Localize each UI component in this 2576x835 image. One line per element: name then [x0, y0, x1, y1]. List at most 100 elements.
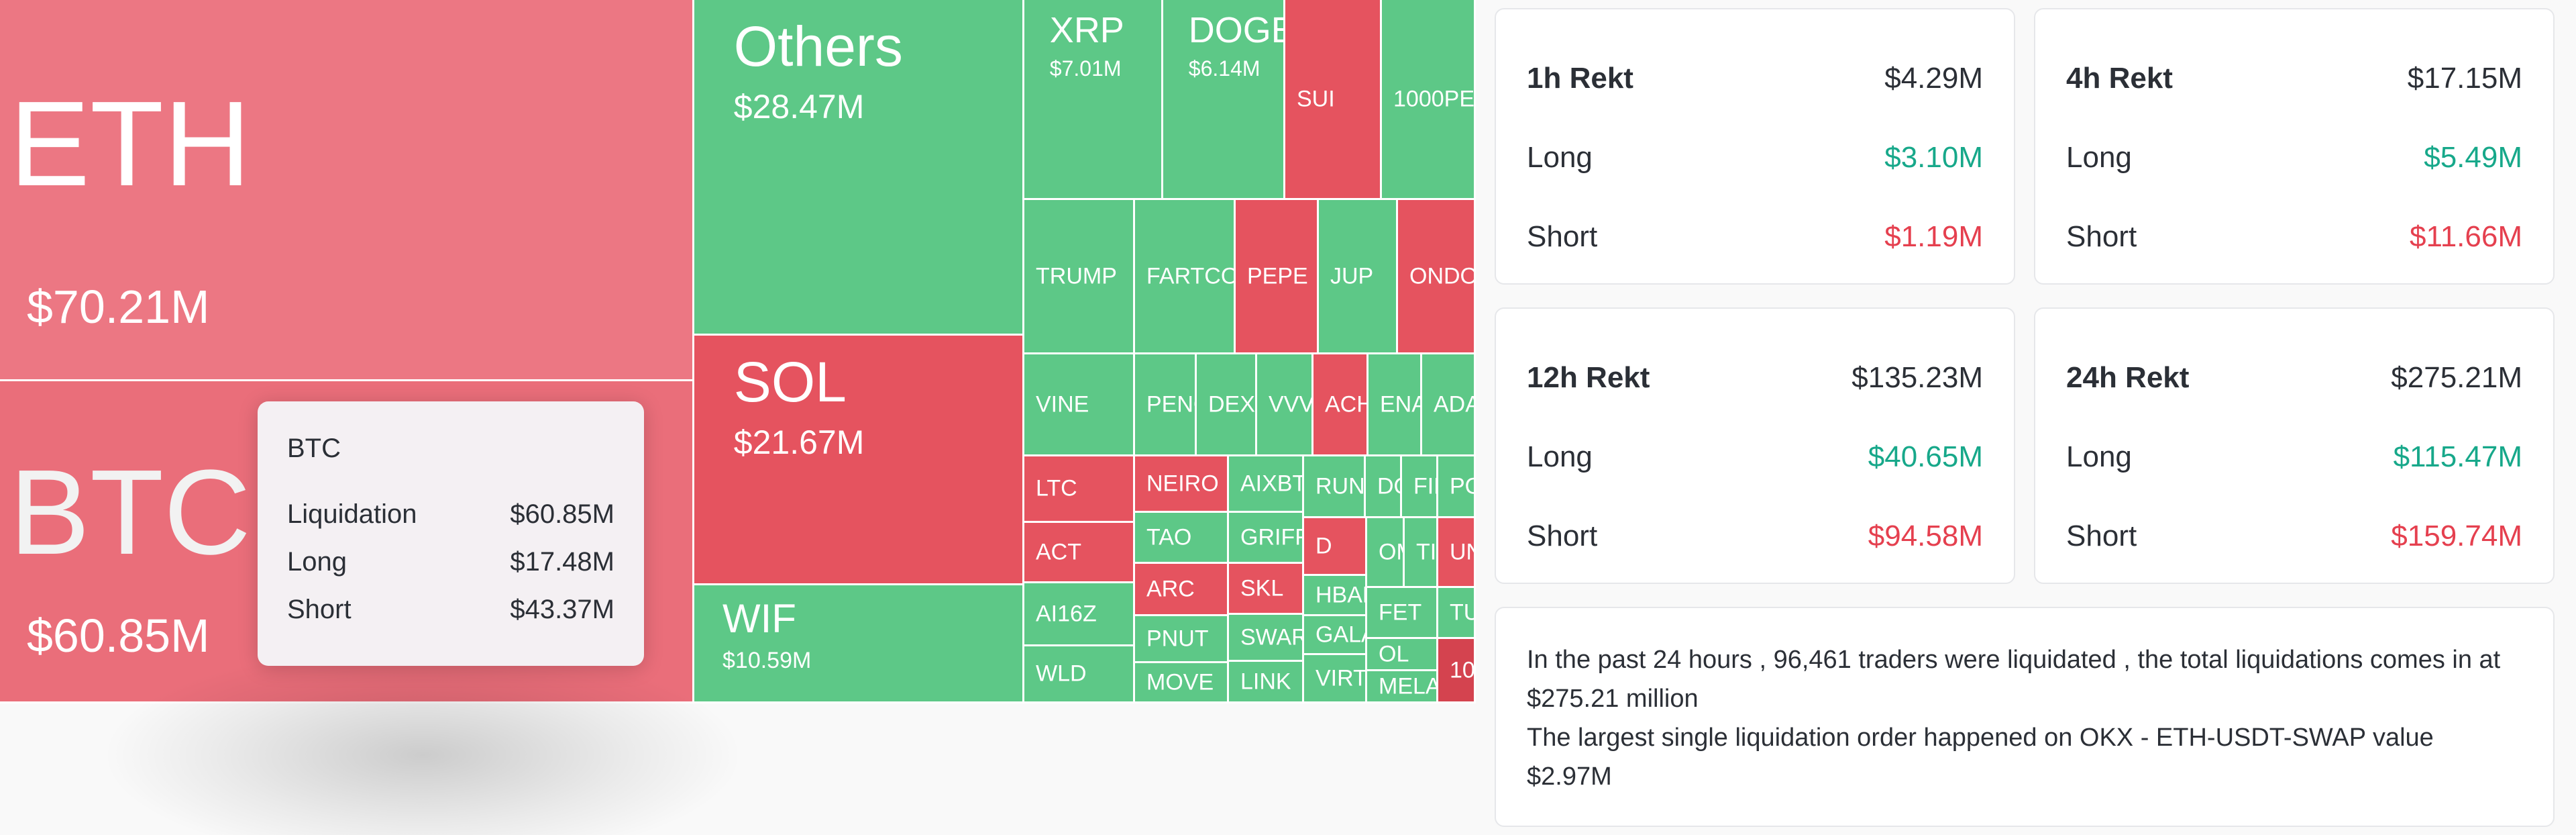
tile-symbol: ADA — [1434, 391, 1476, 417]
long-value: $115.47M — [2393, 440, 2522, 473]
tile-value: $70.21M — [27, 280, 210, 333]
treemap-tile-fartcoin[interactable]: FARTCOIN — [1135, 200, 1236, 354]
treemap-tile-link[interactable]: LINK — [1229, 662, 1304, 703]
tile-value: $7.01M — [1049, 56, 1122, 81]
treemap-tile-d[interactable]: D — [1304, 518, 1367, 576]
tooltip-row-long: Long $17.48M — [287, 538, 614, 586]
treemap-tile-pnut[interactable]: PNUT — [1135, 616, 1229, 663]
treemap-tile-tao[interactable]: TAO — [1135, 513, 1229, 564]
treemap-tile-trump[interactable]: TRUMP — [1024, 200, 1135, 354]
treemap-tile-tia[interactable]: TIA — [1405, 518, 1438, 588]
card-total: $17.15M — [2407, 62, 2522, 95]
treemap-tile-uni[interactable]: UNI — [1438, 518, 1476, 588]
tile-symbol: JUP — [1330, 263, 1374, 289]
treemap-tile-virtual[interactable]: VIRTUAL — [1304, 655, 1367, 703]
tile-symbol: BTC — [9, 444, 251, 580]
tile-symbol: ENA — [1380, 391, 1422, 417]
treemap-tile-ada[interactable]: ADA — [1422, 354, 1476, 456]
card-1h-rekt: 1h Rekt $4.29M Long $3.10M Short $1.19M — [1495, 8, 2015, 285]
treemap-tile-pepe[interactable]: PEPE — [1236, 200, 1319, 354]
treemap-tile-fil[interactable]: FIL — [1402, 456, 1438, 518]
treemap-tile-doge[interactable]: DOGE $6.14M — [1163, 0, 1285, 200]
card-title: 24h Rekt — [2066, 361, 2190, 394]
treemap-tile-aixbt[interactable]: AIXBT — [1229, 456, 1304, 513]
treemap-tile-hbar[interactable]: HBAR — [1304, 576, 1367, 616]
tooltip-row-short: Short $43.37M — [287, 586, 614, 634]
treemap-tile-ol[interactable]: OL — [1367, 639, 1438, 671]
treemap-tile-move[interactable]: MOVE — [1135, 663, 1229, 703]
long-label: Long — [2066, 440, 2132, 473]
tile-symbol: ARC — [1146, 576, 1195, 601]
tile-symbol: ACT — [1036, 539, 1081, 564]
summary-line-2: The largest single liquidation order hap… — [1527, 724, 2434, 791]
summary-line-1: In the past 24 hours , 96,461 traders we… — [1527, 646, 2501, 713]
tile-value: $28.47M — [733, 88, 865, 126]
treemap-tile-rune[interactable]: RUNE — [1304, 456, 1366, 518]
treemap-tile-skl[interactable]: SKL — [1229, 564, 1304, 615]
tile-symbol: PNUT — [1146, 626, 1209, 651]
short-value: $94.58M — [1868, 520, 1983, 552]
tooltip-value: $60.85M — [510, 499, 614, 529]
long-value: $5.49M — [2424, 141, 2522, 174]
treemap-tile-others[interactable]: Others $28.47M — [694, 0, 1024, 336]
short-value: $159.74M — [2391, 520, 2522, 552]
treemap-tile-fet[interactable]: FET — [1367, 588, 1438, 639]
treemap-tile-wif[interactable]: WIF $10.59M — [694, 585, 1024, 703]
treemap-tile-melania[interactable]: MELANIA — [1367, 671, 1438, 703]
treemap-tile-om[interactable]: OM — [1367, 518, 1405, 588]
long-label: Long — [1527, 141, 1593, 174]
tile-symbol: GRIFFAIN — [1240, 524, 1302, 550]
treemap-tile-arc[interactable]: ARC — [1135, 564, 1229, 616]
treemap-tile-griffain[interactable]: GRIFFAIN — [1229, 513, 1304, 564]
tile-symbol: AIXBT — [1240, 471, 1304, 496]
tile-symbol: TURBO — [1450, 599, 1474, 625]
tile-symbol: ONDO — [1409, 263, 1476, 289]
summary-panel: In the past 24 hours , 96,461 traders we… — [1495, 607, 2555, 827]
treemap-tile-dot[interactable]: DOT — [1366, 456, 1402, 518]
tile-symbol: FIL — [1413, 473, 1436, 499]
card-total: $275.21M — [2391, 361, 2522, 394]
treemap-tile-jup[interactable]: JUP — [1319, 200, 1398, 354]
tile-symbol: OL — [1379, 641, 1409, 667]
treemap-tile-1000pepe[interactable]: 1000PEPE — [1382, 0, 1476, 200]
tile-symbol: TAO — [1146, 524, 1192, 550]
tooltip-label: Long — [287, 547, 347, 577]
treemap-tile-ach[interactable]: ACH — [1313, 354, 1368, 456]
treemap-tile-ena[interactable]: ENA — [1368, 354, 1422, 456]
tile-symbol: D — [1316, 533, 1332, 558]
tile-symbol: 1000PEPE — [1393, 86, 1474, 111]
treemap-tile-ltc[interactable]: LTC — [1024, 456, 1135, 523]
tile-symbol: PEPE — [1247, 263, 1308, 289]
short-label: Short — [1527, 220, 1598, 253]
treemap-tile-wld[interactable]: WLD — [1024, 646, 1135, 703]
short-label: Short — [2066, 220, 2137, 253]
card-4h-rekt: 4h Rekt $17.15M Long $5.49M Short $11.66M — [2034, 8, 2555, 285]
tile-symbol: DOGE — [1188, 9, 1285, 50]
tile-symbol: Others — [733, 15, 903, 78]
tile-symbol: VIRTUAL — [1316, 665, 1367, 691]
treemap-tile-swarms[interactable]: SWARMS — [1229, 615, 1304, 662]
treemap-tile-vine[interactable]: VINE — [1024, 354, 1135, 456]
treemap-tile-1000bonk[interactable]: 1000BONK — [1438, 639, 1476, 703]
card-title: 12h Rekt — [1527, 361, 1650, 394]
treemap-tile-act[interactable]: ACT — [1024, 523, 1135, 583]
treemap-tile-ai16z[interactable]: AI16Z — [1024, 583, 1135, 646]
treemap-tile-pengu[interactable]: PENGU — [1135, 354, 1197, 456]
treemap-tile-pol[interactable]: POL — [1438, 456, 1476, 518]
treemap-tile-sui[interactable]: SUI — [1285, 0, 1382, 200]
tile-symbol: XRP — [1049, 9, 1124, 50]
treemap-tile-neiro[interactable]: NEIRO — [1135, 456, 1229, 513]
treemap-tile-xrp[interactable]: XRP $7.01M — [1024, 0, 1163, 200]
tooltip-value: $43.37M — [510, 595, 614, 624]
treemap-tile-sol[interactable]: SOL $21.67M — [694, 336, 1024, 585]
short-value: $1.19M — [1884, 220, 1983, 253]
tile-symbol: DOT — [1377, 473, 1400, 499]
treemap-tile-turbo[interactable]: TURBO — [1438, 588, 1476, 639]
treemap-tile-vvv[interactable]: VVV — [1257, 354, 1313, 456]
treemap-tile-dexe[interactable]: DEXE — [1197, 354, 1257, 456]
treemap-tile-eth[interactable]: ETH $70.21M — [0, 0, 694, 381]
tile-symbol: POL — [1450, 473, 1474, 499]
treemap-tile-gala[interactable]: GALA — [1304, 616, 1367, 655]
treemap-tile-ondo[interactable]: ONDO — [1398, 200, 1476, 354]
tile-symbol: HBAR — [1316, 582, 1365, 607]
